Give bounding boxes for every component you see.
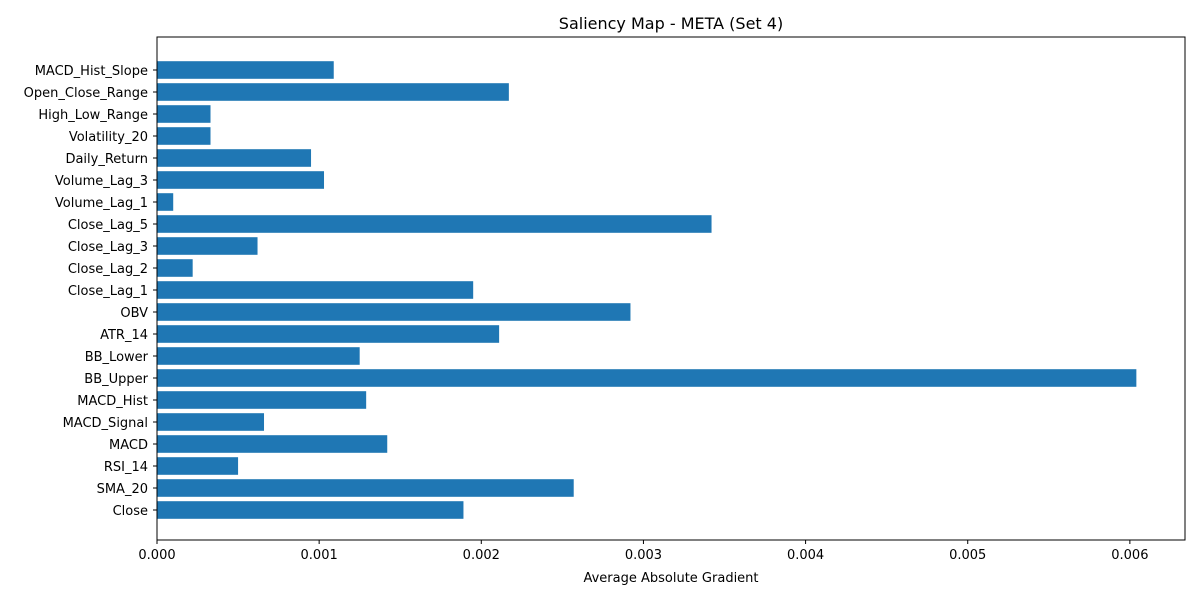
bar-daily-return (157, 149, 311, 167)
y-tick-label: Daily_Return (65, 152, 148, 167)
bar-macd-hist-slope (157, 61, 334, 79)
y-tick-label: Volatility_20 (69, 130, 148, 145)
bar-obv (157, 303, 630, 321)
x-tick-label: 0.004 (787, 548, 824, 563)
x-axis-label: Average Absolute Gradient (583, 571, 758, 586)
bar-bb-lower (157, 347, 360, 365)
y-tick-label: MACD_Signal (63, 416, 148, 431)
y-tick-label: Close_Lag_2 (68, 262, 148, 277)
x-tick-label: 0.003 (625, 548, 662, 563)
bar-atr-14 (157, 325, 499, 343)
y-tick-label: BB_Upper (84, 372, 148, 387)
y-tick-label: Close_Lag_3 (68, 240, 148, 255)
bar-high-low-range (157, 105, 211, 123)
y-tick-label: High_Low_Range (38, 108, 148, 123)
bar-close-lag-5 (157, 215, 712, 233)
bar-close-lag-3 (157, 237, 258, 255)
chart-title: Saliency Map - META (Set 4) (559, 14, 783, 33)
y-tick-label: MACD_Hist (77, 394, 148, 409)
y-tick-label: ATR_14 (100, 328, 148, 343)
y-tick-label: RSI_14 (104, 460, 148, 475)
y-tick-label: Volume_Lag_3 (55, 174, 148, 189)
y-tick-label: SMA_20 (97, 482, 148, 497)
bar-open-close-range (157, 83, 509, 101)
bar-macd-signal (157, 413, 264, 431)
y-tick-label: MACD (109, 438, 148, 453)
x-tick-label: 0.000 (138, 548, 175, 563)
y-tick-label: Close_Lag_5 (68, 218, 148, 233)
y-tick-label: Open_Close_Range (24, 86, 148, 101)
x-tick-label: 0.002 (463, 548, 500, 563)
bar-macd (157, 435, 387, 453)
bar-volatility-20 (157, 127, 211, 145)
x-tick-label: 0.006 (1111, 548, 1148, 563)
bar-close-lag-1 (157, 281, 473, 299)
bar-volume-lag-3 (157, 171, 324, 189)
bar-bb-upper (157, 369, 1136, 387)
bar-sma-20 (157, 479, 574, 497)
bar-volume-lag-1 (157, 193, 173, 211)
y-tick-label: Volume_Lag_1 (55, 196, 148, 211)
x-tick-label: 0.005 (949, 548, 986, 563)
y-tick-label: OBV (120, 306, 148, 321)
y-tick-label: Close (113, 504, 148, 519)
bar-close (157, 501, 463, 519)
y-tick-label: BB_Lower (85, 350, 149, 365)
x-tick-label: 0.001 (301, 548, 338, 563)
bar-macd-hist (157, 391, 366, 409)
bar-rsi-14 (157, 457, 238, 475)
y-tick-label: MACD_Hist_Slope (35, 64, 148, 79)
y-tick-label: Close_Lag_1 (68, 284, 148, 299)
bar-close-lag-2 (157, 259, 193, 277)
